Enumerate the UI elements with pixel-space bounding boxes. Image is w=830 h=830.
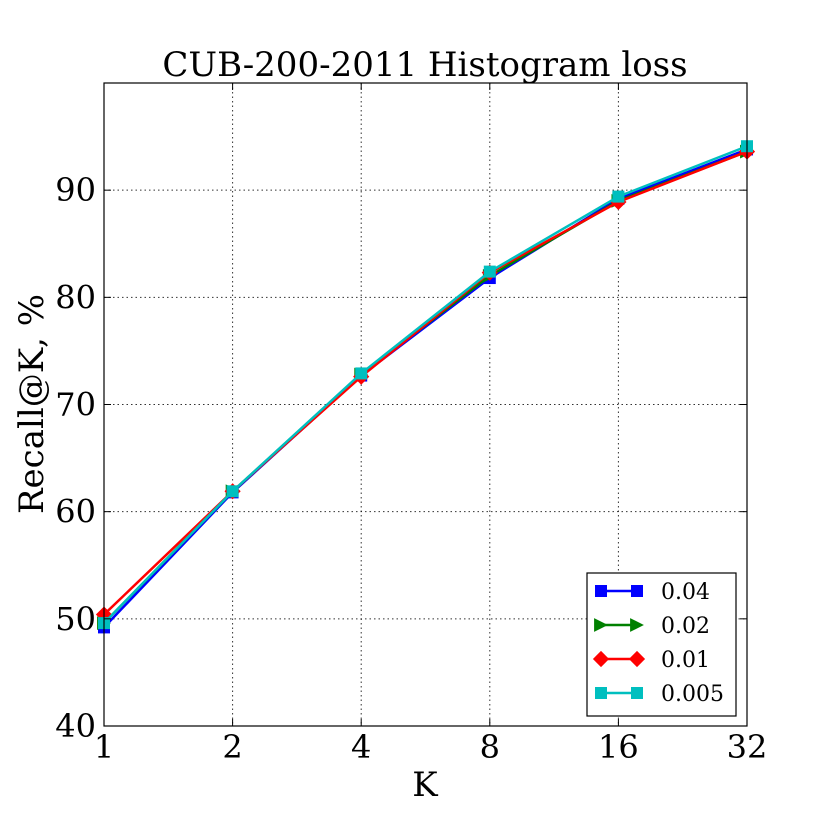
legend-item: 0.04 <box>595 580 710 605</box>
data-point <box>226 485 239 498</box>
legend-marker <box>595 585 607 597</box>
legend: 0.04 0.02 0.01 0.005 <box>586 572 737 717</box>
legend-label: 0.005 <box>661 682 724 707</box>
legend-marker <box>628 650 646 668</box>
x-tick-label: 8 <box>480 728 500 766</box>
legend-marker <box>592 650 610 668</box>
legend-label: 0.02 <box>661 614 710 639</box>
legend-item: 0.02 <box>594 614 710 639</box>
data-point <box>612 190 625 203</box>
legend-label: 0.04 <box>661 580 710 605</box>
legend-marker <box>595 687 607 699</box>
x-axis-label: K <box>412 765 438 805</box>
series-layer <box>95 140 756 634</box>
y-tick-label: 40 <box>55 707 96 745</box>
legend-label: 0.01 <box>661 648 710 673</box>
y-axis-label: Recall@K, % <box>12 294 52 514</box>
x-tick-label: 32 <box>727 728 768 766</box>
legend-marker <box>630 618 644 632</box>
data-point <box>355 367 368 380</box>
x-tick-label: 1 <box>94 728 114 766</box>
x-tick-label: 2 <box>222 728 242 766</box>
legend-marker <box>631 585 643 597</box>
chart-title: CUB-200-2011 Histogram loss <box>162 45 687 85</box>
legend-item: 0.005 <box>595 682 724 707</box>
y-tick-label: 50 <box>55 600 96 638</box>
legend-marker <box>594 618 608 632</box>
x-tick-label: 16 <box>598 728 639 766</box>
legend-marker <box>631 687 643 699</box>
series-0.005 <box>98 140 753 630</box>
x-tick-label: 4 <box>351 728 371 766</box>
ticks: 1 2 4 8 16 32 40 50 60 70 80 90 <box>55 83 767 766</box>
y-tick-label: 60 <box>55 493 96 531</box>
legend-item: 0.01 <box>592 648 710 673</box>
y-tick-label: 70 <box>55 386 96 424</box>
series-line <box>103 145 748 624</box>
y-tick-label: 80 <box>55 278 96 316</box>
y-tick-label: 90 <box>55 171 96 209</box>
data-point <box>483 265 496 278</box>
